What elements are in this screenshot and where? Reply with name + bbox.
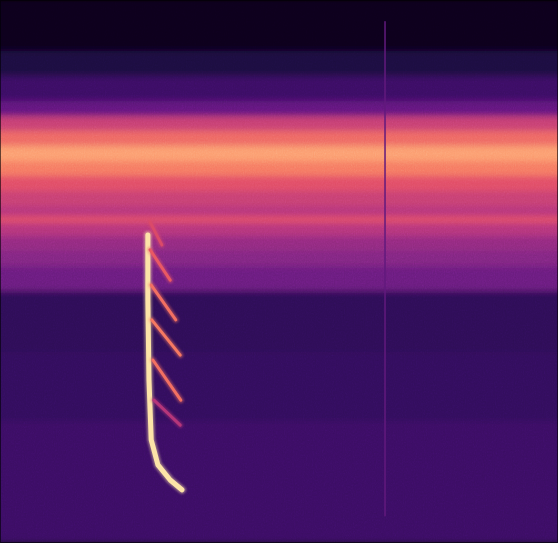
call-trace [148, 235, 182, 490]
plot-area [0, 0, 558, 543]
spectrogram [0, 0, 558, 543]
call-trace [150, 250, 170, 280]
call-trace [150, 222, 162, 245]
trace-glow [152, 320, 180, 355]
call-trace [153, 360, 181, 400]
trace-glow [148, 235, 182, 490]
plot-frame [1, 1, 558, 543]
trace-glow [153, 360, 181, 400]
trace-glow [154, 400, 180, 425]
call-trace [154, 400, 180, 425]
call-traces [148, 22, 385, 516]
trace-glow [383, 22, 388, 516]
background [0, 0, 558, 543]
trace-glow [150, 222, 162, 245]
call-trace [384, 22, 386, 516]
trace-glow [151, 285, 176, 320]
trace-glow [150, 250, 170, 280]
bands [0, 0, 558, 543]
call-trace [151, 285, 176, 320]
call-trace [152, 320, 180, 355]
noise-texture [0, 0, 558, 543]
